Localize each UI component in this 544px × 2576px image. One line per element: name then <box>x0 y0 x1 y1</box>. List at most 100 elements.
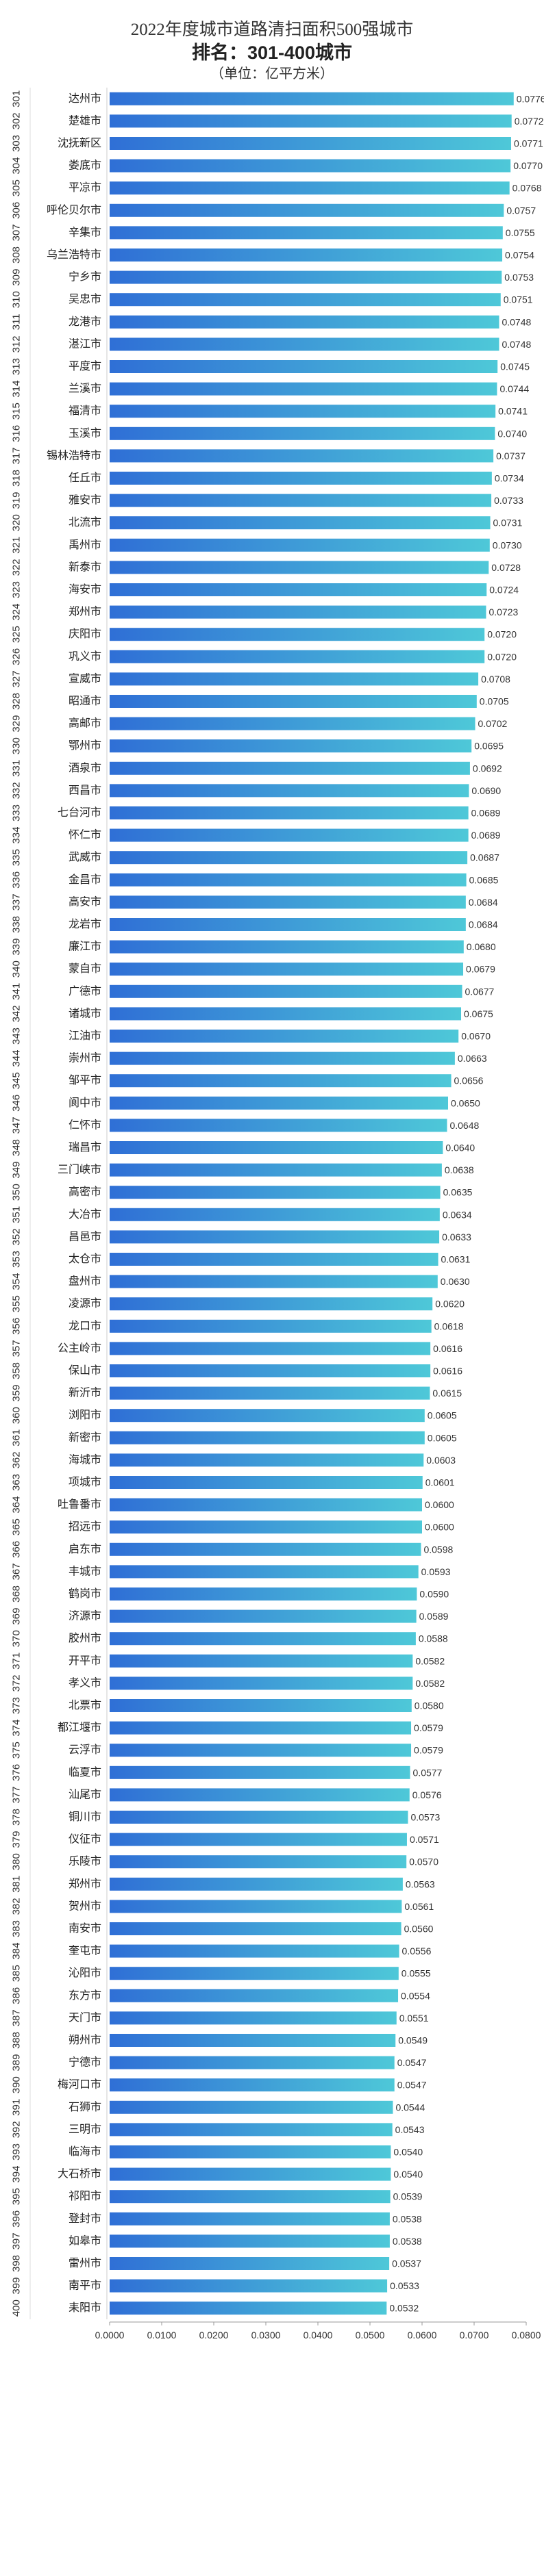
category-label: 北流市 <box>69 516 101 528</box>
category-label: 雅安市 <box>69 494 101 507</box>
category-label: 高安市 <box>69 895 101 908</box>
bar <box>110 1275 438 1288</box>
category-label: 高密市 <box>69 1186 101 1198</box>
bar <box>110 382 497 396</box>
category-label: 呼伦贝尔市 <box>47 204 101 216</box>
rank-label: 304 <box>11 157 23 175</box>
data-label: 0.0543 <box>395 2124 425 2135</box>
category-label: 广德市 <box>69 985 101 997</box>
data-label: 0.0757 <box>506 205 536 216</box>
category-label: 龙港市 <box>69 316 101 328</box>
rank-label: 356 <box>11 1318 23 1335</box>
data-label: 0.0573 <box>410 1812 440 1823</box>
data-label: 0.0687 <box>470 852 499 863</box>
category-label: 兰溪市 <box>69 383 101 395</box>
category-label: 南平市 <box>69 2280 101 2292</box>
data-label: 0.0630 <box>441 1276 470 1287</box>
category-label: 浏阳市 <box>69 1409 101 1421</box>
rank-label: 337 <box>11 893 23 910</box>
rank-label: 388 <box>11 2032 23 2049</box>
category-label: 沁阳市 <box>69 1967 101 1979</box>
rank-label: 342 <box>11 1005 23 1022</box>
rank-label: 366 <box>11 1541 23 1558</box>
bar <box>110 1654 413 1668</box>
bar <box>110 1565 419 1579</box>
bar <box>110 1208 440 1221</box>
category-label: 仪征市 <box>69 1833 101 1846</box>
category-label: 昭通市 <box>69 695 101 707</box>
category-label: 新密市 <box>69 1431 101 1444</box>
data-label: 0.0730 <box>493 539 522 550</box>
rank-label: 385 <box>11 1965 23 1982</box>
data-label: 0.0705 <box>480 696 509 707</box>
category-label: 达州市 <box>69 92 101 105</box>
category-label: 大石桥市 <box>58 2168 101 2180</box>
rank-label: 352 <box>11 1228 23 1245</box>
rank-label: 365 <box>11 1518 23 1535</box>
bar <box>110 2034 396 2047</box>
bar <box>110 2212 390 2226</box>
category-label: 仁怀市 <box>69 1119 101 1131</box>
bar <box>110 293 501 307</box>
bar <box>110 1030 459 1043</box>
data-label: 0.0734 <box>495 473 524 484</box>
data-label: 0.0556 <box>402 1946 432 1956</box>
data-label: 0.0640 <box>445 1143 475 1153</box>
bar <box>110 1074 452 1088</box>
rank-label: 397 <box>11 2232 23 2249</box>
data-label: 0.0563 <box>406 1878 435 1889</box>
category-label: 贺州市 <box>69 1900 101 1912</box>
rank-label: 327 <box>11 670 23 687</box>
data-label: 0.0633 <box>442 1232 471 1242</box>
rank-label: 363 <box>11 1474 23 1491</box>
data-label: 0.0677 <box>465 986 495 997</box>
bar <box>110 248 503 262</box>
bar <box>110 494 492 507</box>
data-label: 0.0601 <box>425 1477 455 1488</box>
data-label: 0.0772 <box>515 116 544 127</box>
category-label: 高邮市 <box>69 717 101 730</box>
data-label: 0.0589 <box>419 1611 449 1622</box>
data-label: 0.0670 <box>461 1031 491 1042</box>
category-label: 龙口市 <box>69 1320 101 1332</box>
bar <box>110 1297 433 1311</box>
rank-label: 391 <box>11 2099 23 2116</box>
data-label: 0.0720 <box>487 651 517 662</box>
rank-label: 303 <box>11 135 23 152</box>
data-label: 0.0549 <box>398 2035 428 2046</box>
bar <box>110 806 469 819</box>
category-label: 海安市 <box>69 583 101 596</box>
category-label: 公主岭市 <box>58 1342 101 1354</box>
bar <box>110 92 514 105</box>
bar <box>110 2234 390 2248</box>
category-label: 胶州市 <box>69 1632 101 1644</box>
data-label: 0.0577 <box>413 1767 443 1778</box>
category-label: 宣威市 <box>69 672 101 685</box>
data-label: 0.0753 <box>504 272 534 283</box>
data-label: 0.0675 <box>464 1008 493 1019</box>
rank-label: 373 <box>11 1697 23 1714</box>
bar <box>110 1833 407 1846</box>
data-label: 0.0638 <box>445 1164 474 1175</box>
rank-label: 390 <box>11 2076 23 2093</box>
category-label: 招远市 <box>69 1520 101 1533</box>
rank-label: 368 <box>11 1585 23 1603</box>
bar <box>110 1609 417 1623</box>
bar <box>110 1386 430 1400</box>
category-label: 登封市 <box>69 2212 101 2225</box>
bar <box>110 761 470 775</box>
rank-label: 383 <box>11 1920 23 1937</box>
data-label: 0.0579 <box>414 1722 443 1733</box>
data-label: 0.0724 <box>489 585 519 596</box>
category-label: 沈抚新区 <box>58 137 101 149</box>
data-label: 0.0600 <box>425 1522 454 1533</box>
category-label: 庆阳市 <box>69 628 101 640</box>
data-label: 0.0679 <box>466 964 495 975</box>
x-tick-label: 0.0000 <box>95 2330 125 2341</box>
category-label: 西昌市 <box>69 784 101 796</box>
data-label: 0.0689 <box>471 830 501 841</box>
x-tick-label: 0.0200 <box>199 2330 229 2341</box>
rank-label: 387 <box>11 2009 23 2026</box>
bar <box>110 895 466 909</box>
